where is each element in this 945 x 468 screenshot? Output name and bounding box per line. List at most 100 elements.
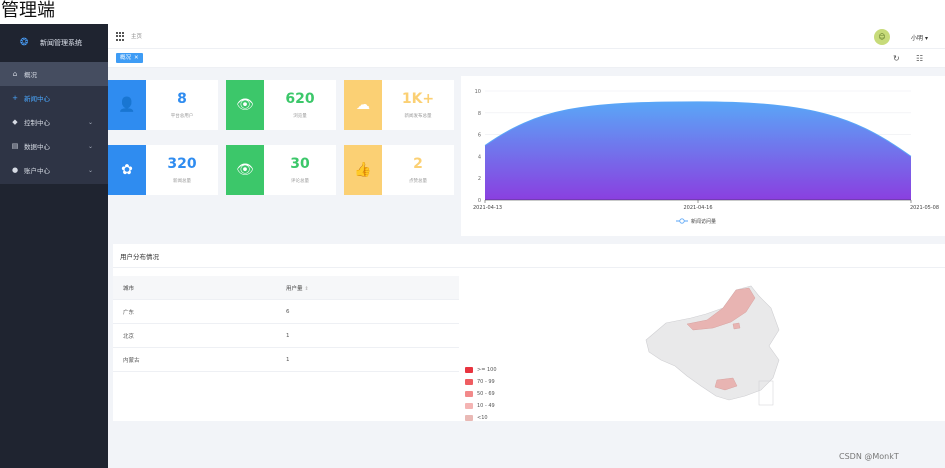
brand[interactable]: ❂ 新闻管理系统 — [0, 24, 108, 62]
panel-title: 用户分布情况 — [120, 253, 159, 261]
breadcrumb[interactable]: 主页 — [131, 34, 143, 40]
legend-swatch — [465, 367, 473, 373]
stat-label: 评论总量 — [291, 179, 309, 184]
username: 小明 — [911, 35, 924, 42]
tags-bar: 概况 ✕ ↻ ☷ — [108, 49, 945, 68]
stat-label: 平台总用户 — [170, 114, 194, 119]
visits-area-chart: 0 2 4 6 8 10 2021-04-13 2021-04-16 2021-05-08 新闻访… — [473, 89, 939, 225]
x-tick-label: 2021-04-13 — [473, 205, 502, 211]
legend-label: 70 - 99 — [477, 379, 495, 385]
legend-label: <10 — [477, 415, 488, 421]
table-header: 城市 用户量 ⇕ — [113, 276, 459, 300]
column-header-users[interactable]: 用户量 ⇕ — [286, 284, 459, 292]
distribution-table: 城市 用户量 ⇕ 广东 6 北京 1 内蒙古 1 — [113, 276, 459, 372]
sidebar-item-label: 概况 — [24, 71, 37, 79]
cell-count: 1 — [286, 356, 290, 363]
stat-card-total-users: 👤 8 平台总用户 — [108, 80, 218, 130]
tab-label: 概况 — [120, 55, 132, 61]
sidebar-item-overview[interactable]: ⌂ 概况 — [0, 62, 108, 86]
account-icon: ● — [11, 166, 19, 174]
area-series-fill — [485, 101, 911, 200]
refresh-icon[interactable]: ↻ — [893, 54, 900, 63]
y-tick-label: 4 — [478, 154, 481, 160]
legend-label: 新闻访问量 — [691, 218, 716, 225]
tab-overview[interactable]: 概况 ✕ — [116, 53, 143, 63]
visits-chart-panel: 0 2 4 6 8 10 2021-04-13 2021-04-16 2021-05-08 新闻访… — [461, 76, 945, 236]
y-tick-label: 2 — [478, 176, 481, 182]
group-icon: ✿ — [108, 145, 146, 195]
thumbs-up-icon: 👍 — [344, 145, 382, 195]
stat-card-views: 👁 620 浏览量 — [226, 80, 336, 130]
y-tick-label: 6 — [478, 133, 481, 139]
y-tick-label: 0 — [478, 198, 481, 204]
cell-city: 北京 — [123, 333, 135, 340]
stat-card-likes: 👍 2 点赞总量 — [344, 145, 454, 195]
sidebar-item-control-center[interactable]: ◆ 控制中心 ⌄ — [0, 110, 108, 134]
x-tick-label: 2021-05-08 — [910, 205, 939, 211]
stat-value: 1K+ — [401, 91, 435, 107]
stat-card-comments: 👁 30 评论总量 — [226, 145, 336, 195]
chevron-down-icon: ⌄ — [87, 118, 93, 126]
china-map-svg — [645, 285, 780, 406]
table-row: 北京 1 — [113, 324, 459, 348]
stat-value: 30 — [290, 156, 310, 172]
avatar[interactable]: ☺ — [874, 29, 890, 45]
legend-item[interactable]: <10 — [465, 412, 497, 424]
sidebar-item-account-center[interactable]: ● 账户中心 ⌄ — [0, 158, 108, 182]
grid-menu-icon[interactable] — [116, 32, 125, 41]
cloud-upload-icon: ☁ — [344, 80, 382, 130]
stat-label: 点赞总量 — [409, 179, 427, 184]
control-icon: ◆ — [12, 118, 18, 126]
stat-value: 2 — [413, 156, 423, 172]
sidebar-item-label: 新闻中心 — [24, 95, 50, 103]
settings-icon[interactable]: ☷ — [916, 54, 924, 63]
table-row: 广东 6 — [113, 300, 459, 324]
logo-icon: ❂ — [20, 37, 29, 48]
legend-item[interactable]: 10 - 49 — [465, 400, 497, 412]
chevron-down-icon: ⌄ — [87, 166, 93, 174]
column-header-label: 用户量 — [286, 285, 303, 292]
china-map[interactable]: >= 100 70 - 99 50 - 69 10 - 49 <10 — [461, 268, 945, 421]
cell-city: 内蒙古 — [123, 357, 140, 364]
legend-swatch — [465, 415, 473, 421]
sidebar-item-label: 控制中心 — [24, 119, 50, 127]
x-tick-label: 2021-04-16 — [683, 205, 712, 211]
stat-value: 8 — [177, 91, 187, 107]
main-content: 👤 8 平台总用户 👁 620 浏览量 ☁ 1K+ 新闻发布总量 ✿ 320 新… — [108, 68, 945, 468]
y-tick-label: 8 — [478, 111, 481, 117]
legend-label: 10 - 49 — [477, 403, 495, 409]
column-header-city: 城市 — [123, 285, 135, 292]
sidebar-item-data-center[interactable]: ▤ 数据中心 ⌄ — [0, 134, 108, 158]
stat-value: 320 — [167, 156, 197, 172]
legend-label: 50 - 69 — [477, 391, 495, 397]
legend-swatch — [465, 379, 473, 385]
stat-card-published: ☁ 1K+ 新闻发布总量 — [344, 80, 454, 130]
user-add-icon: 👤 — [108, 80, 146, 130]
area-series-line — [484, 101, 912, 157]
cell-count: 1 — [286, 332, 290, 339]
page-caption: 管理端 — [1, 0, 55, 21]
map-region-inner-mongolia — [686, 287, 756, 331]
map-south-sea-inset — [758, 380, 774, 406]
map-region-base — [645, 285, 780, 401]
sidebar-item-news-center[interactable]: + 新闻中心 — [0, 86, 108, 110]
cell-city: 广东 — [123, 309, 135, 316]
sidebar-item-label: 账户中心 — [24, 167, 50, 175]
map-legend: >= 100 70 - 99 50 - 69 10 - 49 <10 — [465, 364, 497, 424]
close-icon[interactable]: ✕ — [134, 55, 139, 61]
cell-count: 6 — [286, 308, 290, 315]
stat-label: 新闻总量 — [173, 179, 191, 184]
stat-value: 620 — [285, 91, 315, 107]
map-region-guangdong — [714, 377, 738, 391]
eye-icon: 👁 — [226, 80, 264, 130]
legend-item[interactable]: 50 - 69 — [465, 388, 497, 400]
legend-swatch — [465, 391, 473, 397]
legend-item[interactable]: 70 - 99 — [465, 376, 497, 388]
brand-title: 新闻管理系统 — [40, 39, 82, 47]
stat-card-news-total: ✿ 320 新闻总量 — [108, 145, 218, 195]
eye-icon: 👁 — [226, 145, 264, 195]
sort-icon[interactable]: ⇕ — [304, 285, 309, 292]
user-menu[interactable]: 小明 ▾ — [911, 33, 928, 42]
legend-item[interactable]: >= 100 — [465, 364, 497, 376]
stat-label: 浏览量 — [293, 114, 307, 119]
